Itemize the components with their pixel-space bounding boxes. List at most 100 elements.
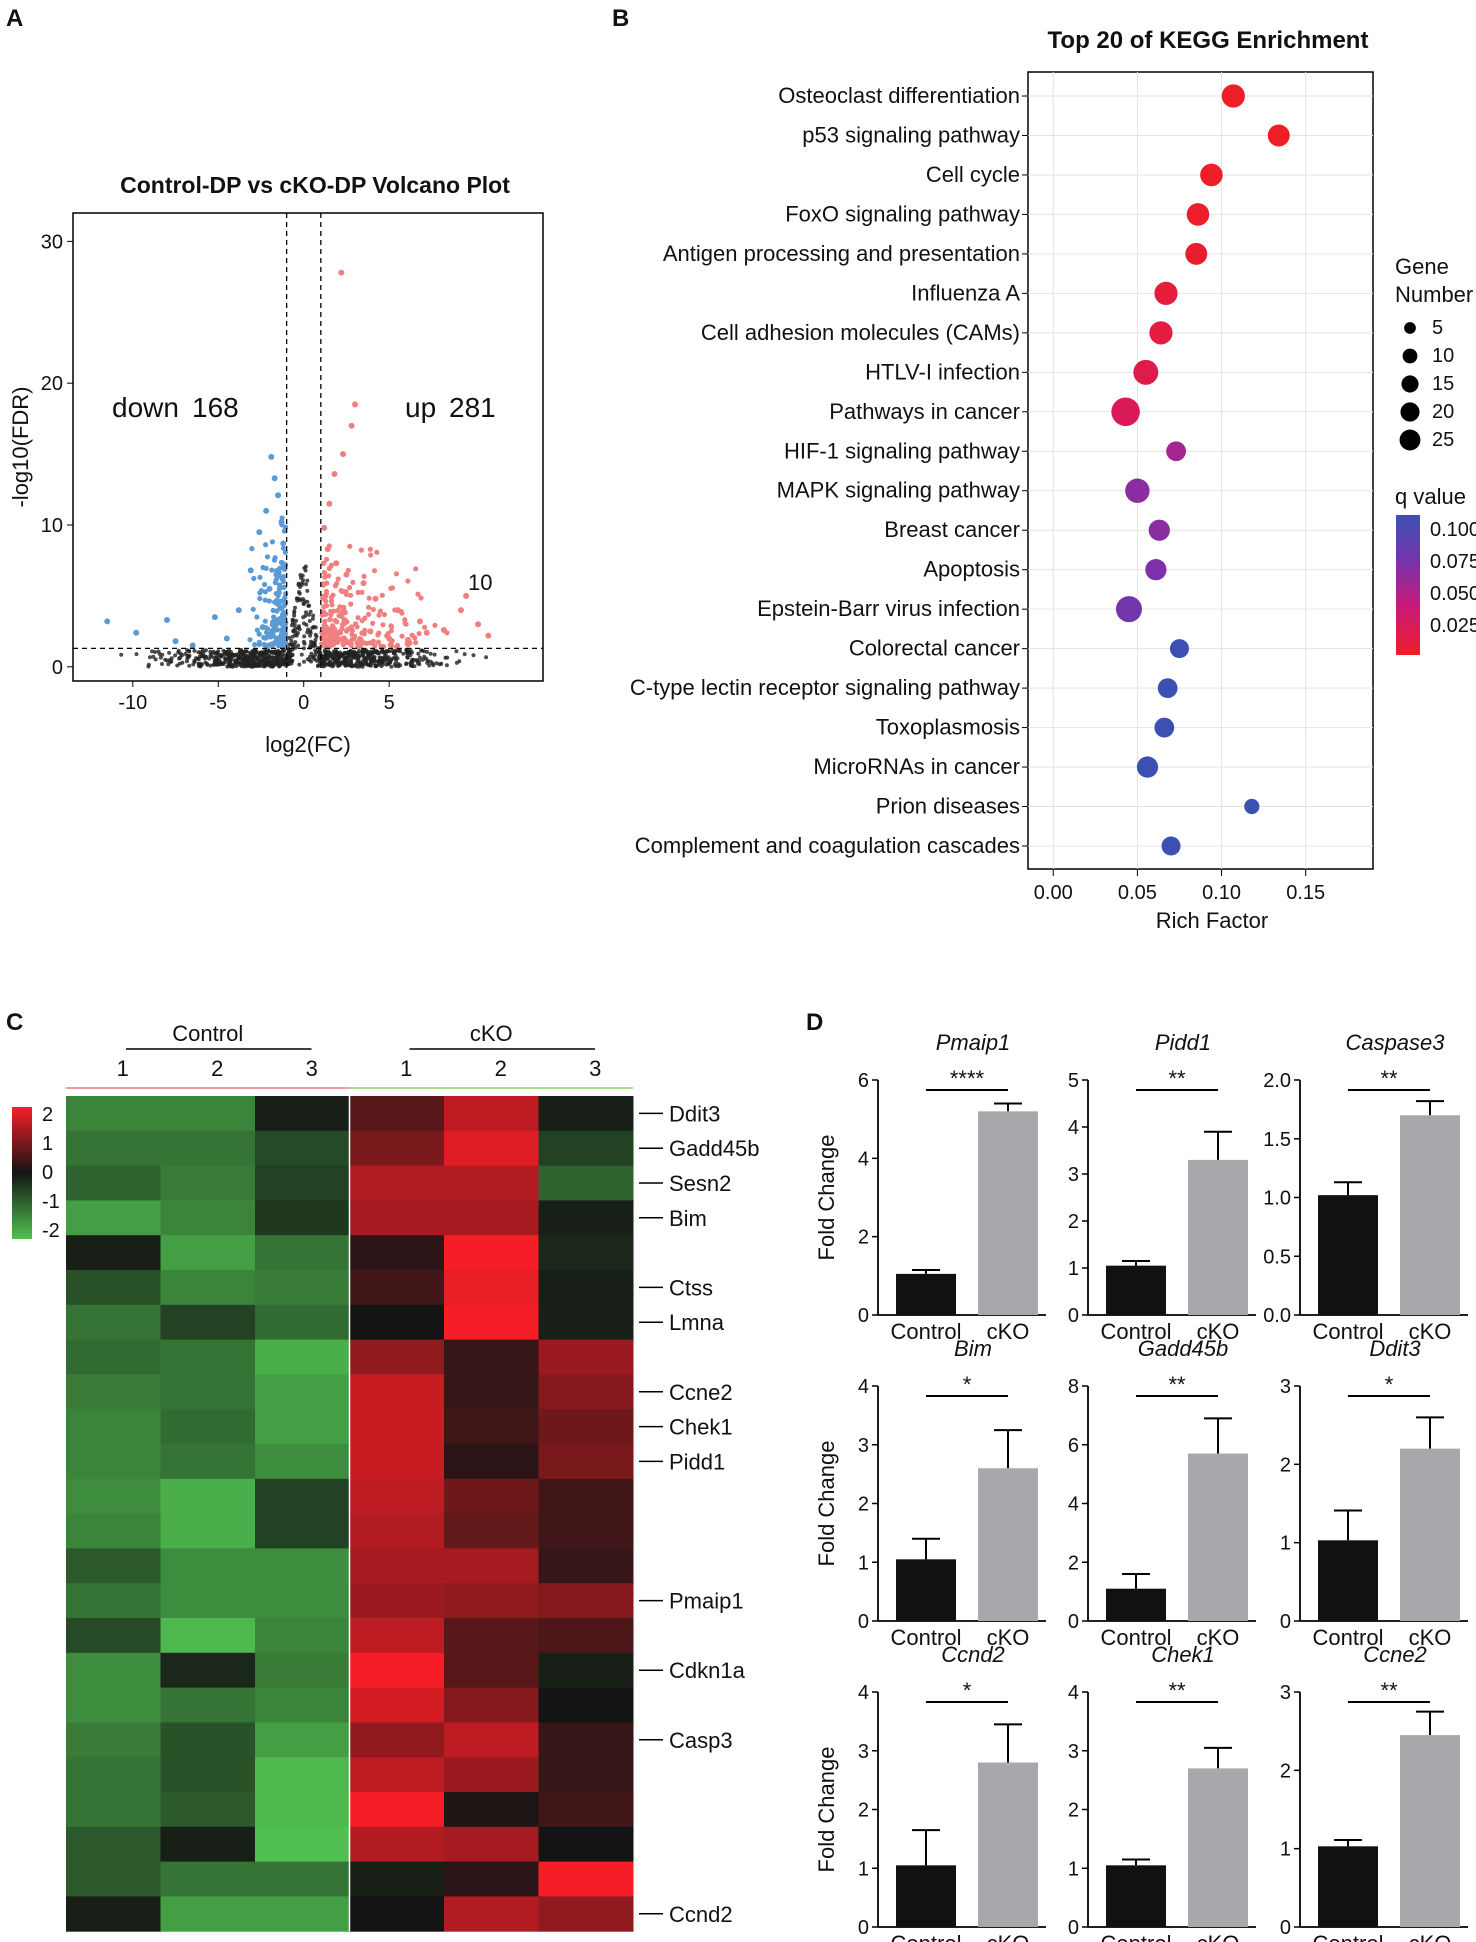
heatmap-cell xyxy=(349,1687,445,1723)
ns-point xyxy=(406,650,411,655)
heatmap-cell xyxy=(66,1687,161,1723)
x-tick-label: Control xyxy=(891,1931,962,1942)
heatmap-cell xyxy=(444,1270,539,1306)
heatmap-cell xyxy=(255,1757,350,1793)
gene-label: Ctss xyxy=(669,1275,713,1300)
ns-point xyxy=(324,656,329,661)
ns-point xyxy=(192,648,197,653)
up-point xyxy=(366,595,372,601)
heatmap-cell xyxy=(444,1757,539,1793)
up-point xyxy=(389,585,396,591)
ns-point xyxy=(336,651,340,656)
bar-cko xyxy=(1188,1159,1248,1315)
ns-point xyxy=(250,653,255,658)
heatmap-cell xyxy=(66,1548,161,1584)
gene-label: Ccne2 xyxy=(669,1380,733,1405)
heatmap-cell xyxy=(66,1235,161,1271)
bar-cko xyxy=(978,1111,1038,1315)
heatmap-cell xyxy=(255,1896,350,1932)
down-point xyxy=(189,642,196,649)
heatmap-cell xyxy=(255,1235,350,1271)
ns-point xyxy=(198,664,203,669)
up-point xyxy=(321,524,328,531)
ns-point xyxy=(178,651,183,656)
heatmap-cell xyxy=(538,1304,634,1341)
up-point xyxy=(355,589,361,596)
significance-stars: ** xyxy=(1168,1066,1186,1091)
heatmap-scale-label: 2 xyxy=(42,1104,53,1126)
heatmap-cell xyxy=(444,1583,539,1619)
ns-point xyxy=(301,639,306,644)
up-point xyxy=(334,608,341,614)
ns-point xyxy=(443,655,448,660)
heatmap-cell xyxy=(255,1165,350,1201)
kegg-term-label: C-type lectin receptor signaling pathway xyxy=(630,675,1020,700)
ns-point xyxy=(307,658,312,662)
ns-point xyxy=(301,601,306,606)
up-point xyxy=(333,560,340,567)
down-point xyxy=(257,595,263,602)
heatmap-cell xyxy=(349,1757,445,1793)
gene-label: Gadd45b xyxy=(669,1136,760,1161)
ns-point xyxy=(310,616,315,621)
bar-control xyxy=(896,1559,956,1621)
ns-point xyxy=(391,650,396,655)
kegg-term-label: Pathways in cancer xyxy=(829,399,1020,424)
ns-point xyxy=(420,657,425,662)
heatmap-cell xyxy=(255,1583,350,1619)
x-tick-label: Control xyxy=(1313,1319,1384,1344)
ns-point xyxy=(384,656,389,661)
y-tick-label: 4 xyxy=(1068,1494,1079,1516)
down-point xyxy=(271,475,278,482)
ns-point xyxy=(297,662,302,667)
y-tick-label: 1 xyxy=(1068,1858,1079,1880)
bar-control xyxy=(1318,1846,1378,1927)
heatmap-cell xyxy=(255,1861,350,1897)
up-point xyxy=(374,549,380,555)
up-point xyxy=(343,571,350,578)
down-point xyxy=(256,639,262,646)
bar-chart-caspase3: Caspase3 0.0 0.5 1.0 1.5 2.0 Control cKO ** xyxy=(1263,1030,1468,1344)
ns-point xyxy=(167,650,172,655)
heatmap-cell xyxy=(538,1896,634,1932)
down-point xyxy=(283,637,289,643)
ns-point xyxy=(173,653,178,658)
up-point xyxy=(345,567,351,573)
heatmap-cell xyxy=(349,1826,445,1863)
ns-point xyxy=(368,663,373,668)
kegg-point xyxy=(1115,596,1143,623)
ns-point xyxy=(357,648,361,653)
ns-point xyxy=(401,651,406,656)
ns-point xyxy=(343,650,348,655)
ns-point xyxy=(183,651,188,656)
kegg-point xyxy=(1157,678,1178,699)
bar-chart-ccnd2: Ccnd2 0 1 2 3 4 Control cKO * Fold Change xyxy=(814,1642,1046,1942)
down-point xyxy=(273,590,279,597)
heatmap-cell xyxy=(66,1339,161,1375)
up-point xyxy=(399,610,405,616)
ns-point xyxy=(267,653,272,658)
up-point xyxy=(359,618,365,624)
ns-point xyxy=(223,657,228,661)
ns-point xyxy=(168,659,173,664)
up-point xyxy=(475,621,482,628)
ns-point xyxy=(244,649,249,654)
heatmap-cell xyxy=(66,1270,161,1306)
y-tick-label: 3 xyxy=(1068,1164,1079,1186)
ns-point xyxy=(307,603,312,608)
ns-point xyxy=(270,659,274,664)
heatmap-cell xyxy=(444,1304,539,1341)
ns-point xyxy=(151,654,156,659)
ns-point xyxy=(417,662,422,667)
up-point xyxy=(329,627,335,633)
ns-point xyxy=(219,662,224,666)
ns-point xyxy=(202,654,206,659)
bar-cko xyxy=(978,1762,1038,1927)
kegg-title: Top 20 of KEGG Enrichment xyxy=(1048,27,1369,54)
size-legend-label: 15 xyxy=(1432,373,1454,395)
y-tick-label: 0 xyxy=(52,657,63,679)
kegg-point xyxy=(1200,163,1223,187)
ns-point xyxy=(290,634,295,639)
ns-point xyxy=(396,662,401,666)
down-point xyxy=(266,598,272,604)
